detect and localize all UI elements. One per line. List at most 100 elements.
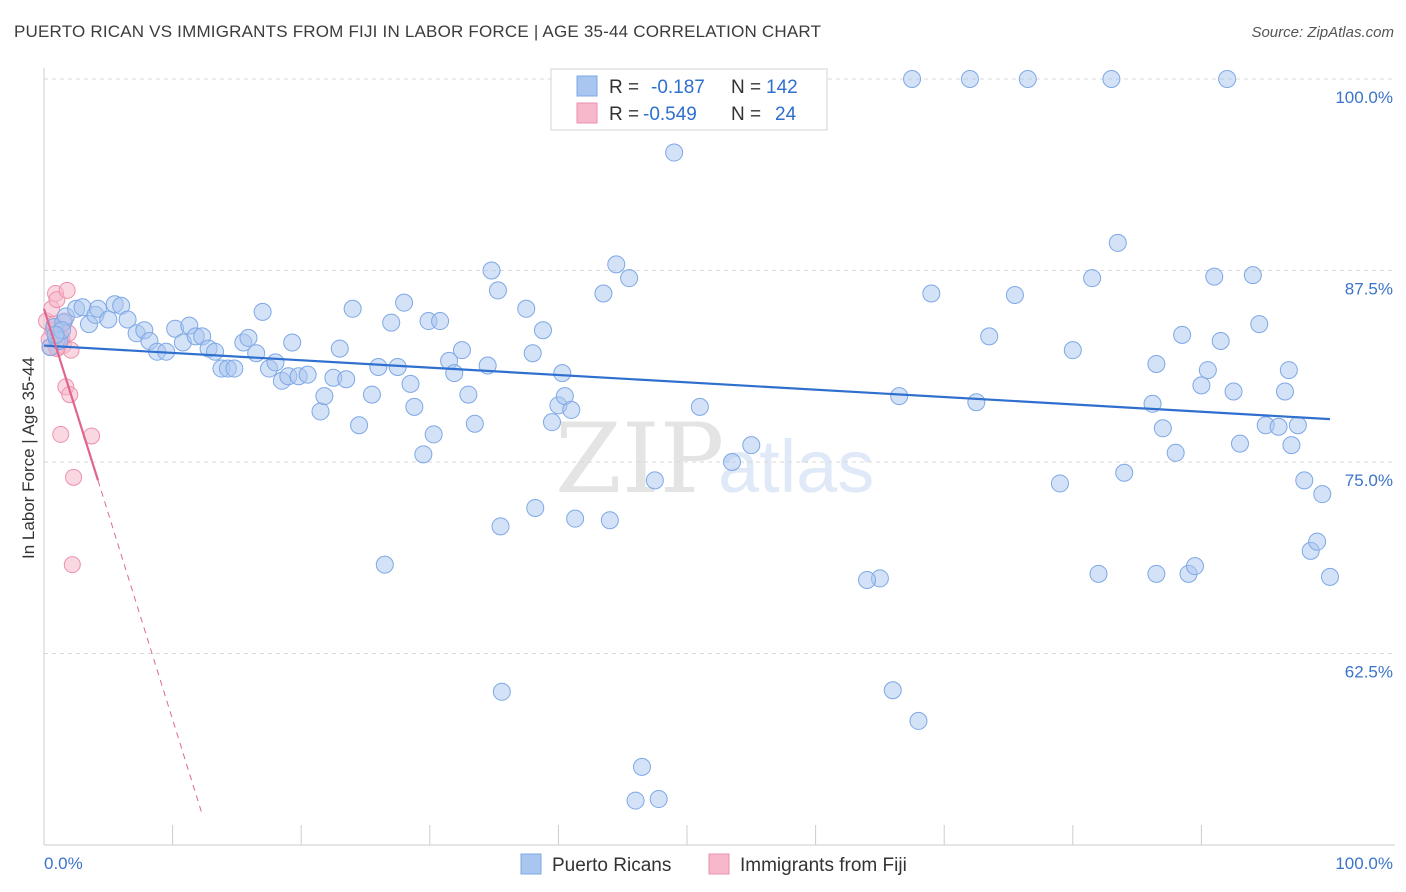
puerto-rican-point-68: [482, 261, 501, 280]
puerto-rican-point-139: [1308, 532, 1327, 551]
watermark-atlas: atlas: [718, 425, 874, 508]
x-tick-label-0: 0.0%: [44, 854, 83, 873]
puerto-rican-point-142: [858, 570, 877, 589]
puerto-rican-point-137: [1295, 471, 1314, 490]
legend-r-label-1: R =: [609, 77, 639, 98]
y-axis-title: In Labor Force | Age 35-44: [19, 357, 38, 559]
puerto-rican-point-134: [1279, 361, 1298, 380]
puerto-rican-point-135: [1282, 436, 1301, 455]
puerto-rican-point-66: [465, 414, 484, 433]
puerto-rican-point-53: [382, 313, 401, 332]
puerto-rican-point-89: [665, 143, 684, 162]
puerto-rican-point-13: [99, 310, 118, 329]
puerto-rican-point-130: [1250, 315, 1269, 334]
puerto-rican-point-82: [594, 284, 613, 303]
puerto-rican-point-125: [1211, 331, 1230, 350]
source-label: Source: ZipAtlas.com: [1251, 24, 1394, 41]
puerto-rican-point-74: [526, 498, 545, 517]
puerto-rican-point-78: [553, 364, 572, 383]
puerto-rican-point-105: [1005, 286, 1024, 305]
fiji-point-21: [52, 425, 70, 443]
puerto-rican-point-86: [626, 791, 645, 810]
puerto-rican-point-80: [562, 400, 581, 419]
puerto-rican-point-123: [1198, 361, 1217, 380]
puerto-rican-point-109: [1083, 269, 1102, 288]
puerto-rican-point-16: [118, 310, 137, 329]
puerto-rican-point-83: [600, 511, 619, 530]
puerto-rican-point-98: [890, 387, 909, 406]
puerto-rican-point-143: [649, 790, 668, 809]
puerto-rican-point-121: [1185, 557, 1204, 576]
puerto-rican-point-87: [632, 757, 651, 776]
puerto-rican-point-58: [414, 445, 433, 464]
puerto-rican-point-40: [283, 333, 302, 352]
legend-puerto-ricans: Puerto Ricans: [552, 855, 671, 876]
y-tick-label-1: 87.5%: [1345, 280, 1393, 299]
chart-title: PUERTO RICAN VS IMMIGRANTS FROM FIJI IN …: [14, 22, 822, 41]
puerto-rican-point-48: [343, 299, 362, 318]
puerto-rican-point-133: [1275, 382, 1294, 401]
puerto-rican-point-119: [1173, 325, 1192, 344]
fiji-point-15: [58, 281, 76, 299]
puerto-rican-point-50: [362, 385, 381, 404]
legend-n-value-2: 24: [775, 104, 797, 125]
puerto-rican-point-101: [922, 284, 941, 303]
puerto-rican-point-46: [330, 339, 349, 358]
puerto-rican-point-70: [491, 517, 510, 536]
fiji-trend-extension: [97, 480, 203, 815]
puerto-rican-point-71: [492, 682, 511, 701]
trend-lines: [42, 308, 1331, 815]
axes: [43, 68, 1395, 846]
puerto-rican-point-92: [723, 453, 742, 471]
legend-r-label-2: R =: [609, 104, 639, 125]
puerto-rican-point-47: [337, 370, 356, 389]
puerto-rican-point-108: [1063, 341, 1082, 360]
puerto-rican-point-111: [1102, 70, 1121, 88]
puerto-rican-point-107: [1050, 474, 1069, 493]
legend-n-label-1: N =: [731, 77, 761, 98]
puerto-rican-point-124: [1205, 267, 1224, 286]
y-tick-label-2: 75.0%: [1345, 471, 1393, 490]
puerto-rican-point-51: [369, 358, 388, 377]
puerto-rican-point-76: [542, 413, 561, 432]
puerto-rican-point-63: [445, 364, 464, 383]
puerto-rican-point-114: [1147, 354, 1166, 373]
fiji-trend-line: [42, 308, 100, 481]
puerto-rican-point-28: [206, 342, 225, 361]
series-legend: Puerto Ricans Immigrants from Fiji: [520, 853, 907, 876]
puerto-rican-point-141: [1321, 567, 1339, 586]
puerto-rican-point-60: [424, 425, 443, 444]
puerto-rican-point-61: [431, 312, 450, 331]
puerto-rican-point-49: [350, 416, 369, 435]
legend-fiji: Immigrants from Fiji: [740, 855, 907, 876]
puerto-rican-trend-line: [43, 344, 1331, 421]
puerto-rican-point-65: [459, 385, 478, 404]
puerto-rican-point-56: [401, 374, 420, 393]
puerto-rican-point-97: [883, 681, 902, 700]
puerto-rican-point-85: [620, 269, 639, 288]
puerto-rican-point-88: [645, 471, 664, 490]
puerto-rican-point-127: [1224, 382, 1243, 401]
puerto-rican-point-72: [517, 299, 536, 318]
puerto-rican-point-116: [1147, 564, 1166, 583]
fiji-point-20: [65, 468, 83, 486]
puerto-rican-point-43: [311, 402, 330, 421]
puerto-rican-point-100: [903, 70, 922, 88]
bottom-swatch-blue: [520, 853, 542, 875]
puerto-rican-point-140: [1313, 485, 1332, 504]
puerto-rican-point-129: [1243, 266, 1262, 285]
legend-r-value-2: -0.549: [643, 104, 697, 125]
puerto-rican-point-122: [1192, 376, 1211, 395]
puerto-rican-point-37: [266, 353, 285, 372]
puerto-rican-point-91: [690, 397, 709, 416]
puerto-rican-point-117: [1153, 419, 1172, 438]
puerto-rican-point-44: [315, 387, 334, 406]
legend-swatch-blue: [576, 75, 598, 97]
puerto-rican-point-112: [1108, 233, 1127, 252]
fiji-point-17: [61, 386, 79, 404]
y-tick-label-0: 100.0%: [1335, 88, 1393, 107]
puerto-rican-point-31: [225, 359, 244, 378]
bottom-swatch-pink: [708, 853, 730, 875]
legend-r-value-1: -0.187: [651, 77, 705, 98]
